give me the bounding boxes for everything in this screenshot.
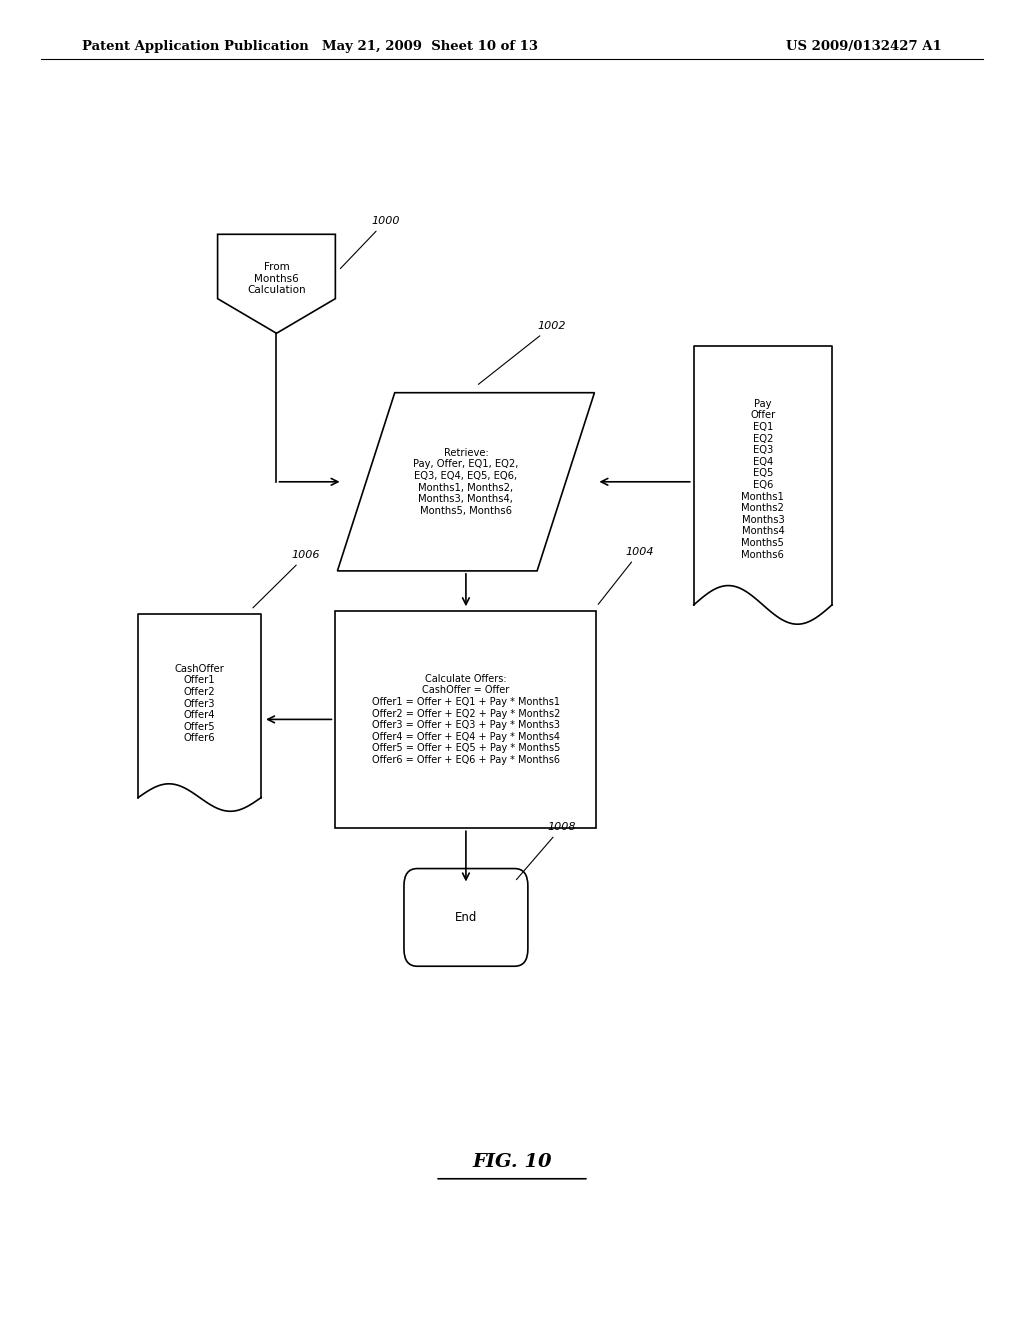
- Text: 1004: 1004: [598, 546, 653, 605]
- Text: 1006: 1006: [253, 550, 321, 609]
- Text: Patent Application Publication: Patent Application Publication: [82, 40, 308, 53]
- Text: Retrieve:
Pay, Offer, EQ1, EQ2,
EQ3, EQ4, EQ5, EQ6,
Months1, Months2,
Months3, M: Retrieve: Pay, Offer, EQ1, EQ2, EQ3, EQ4…: [414, 447, 518, 516]
- Text: US 2009/0132427 A1: US 2009/0132427 A1: [786, 40, 942, 53]
- Text: CashOffer
Offer1
Offer2
Offer3
Offer4
Offer5
Offer6: CashOffer Offer1 Offer2 Offer3 Offer4 Of…: [175, 664, 224, 743]
- Text: Pay
Offer
EQ1
EQ2
EQ3
EQ4
EQ5
EQ6
Months1
Months2
Months3
Months4
Months5
Months: Pay Offer EQ1 EQ2 EQ3 EQ4 EQ5 EQ6 Months…: [741, 399, 784, 560]
- Text: 1002: 1002: [478, 321, 566, 384]
- Text: From
Months6
Calculation: From Months6 Calculation: [247, 261, 306, 296]
- Text: FIG. 10: FIG. 10: [472, 1152, 552, 1171]
- Text: Calculate Offers:
CashOffer = Offer
Offer1 = Offer + EQ1 + Pay * Months1
Offer2 : Calculate Offers: CashOffer = Offer Offe…: [372, 673, 560, 766]
- Text: 1008: 1008: [516, 822, 575, 879]
- Text: 1000: 1000: [340, 216, 399, 268]
- Text: May 21, 2009  Sheet 10 of 13: May 21, 2009 Sheet 10 of 13: [323, 40, 538, 53]
- Text: End: End: [455, 911, 477, 924]
